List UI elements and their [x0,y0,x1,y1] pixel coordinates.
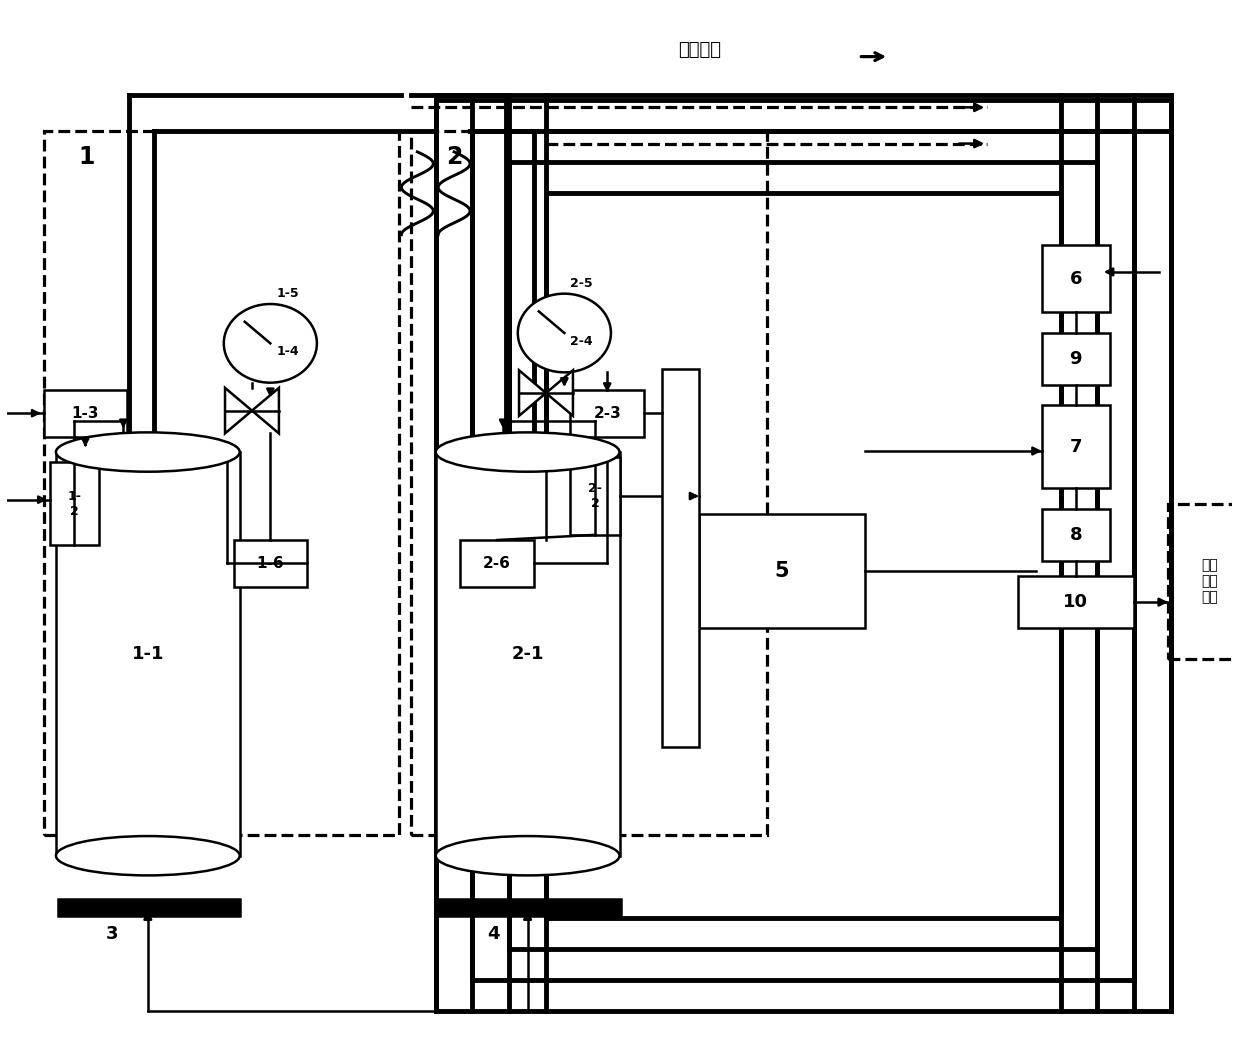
Text: 1-6: 1-6 [256,556,284,571]
Bar [699,514,865,628]
Polygon shape [519,370,546,415]
Bar [1042,509,1110,561]
Bar [440,899,621,916]
Text: 机床
冷却
系统: 机床 冷却 系统 [1202,558,1218,604]
Text: 8: 8 [1069,526,1082,543]
Bar [1017,576,1134,628]
Ellipse shape [56,432,239,472]
Bar [436,452,620,856]
Bar [56,452,239,856]
Bar [663,369,699,747]
Bar [411,131,767,835]
Text: 1-1: 1-1 [131,645,164,663]
Text: 2-1: 2-1 [512,645,544,663]
Bar [546,193,1061,918]
Bar [509,163,1098,949]
Bar [436,100,1171,1011]
Circle shape [224,304,317,383]
Text: 2-4: 2-4 [570,335,593,348]
Text: 3: 3 [107,925,119,943]
Bar [58,899,239,916]
Polygon shape [225,388,252,433]
Text: 7: 7 [1069,437,1082,456]
Text: 2-3: 2-3 [593,406,621,421]
Bar [43,131,399,835]
Ellipse shape [436,836,620,876]
Text: 5: 5 [774,561,789,581]
Text: 1-4: 1-4 [276,345,299,358]
Bar [472,131,1134,980]
Bar [570,457,620,535]
Polygon shape [546,370,572,415]
Bar [234,540,307,586]
Text: 1: 1 [78,145,94,169]
Text: 1-5: 1-5 [276,287,299,300]
Ellipse shape [436,432,620,472]
Bar [1042,245,1110,313]
Bar [1168,504,1239,659]
Bar [50,463,99,545]
Text: 1-
2: 1- 2 [67,490,82,518]
Text: 9: 9 [1069,350,1082,368]
Text: 2-5: 2-5 [570,277,593,290]
Bar [43,390,128,436]
Text: 2: 2 [446,145,462,169]
Bar [1042,406,1110,488]
Text: 6: 6 [1069,270,1082,287]
Text: 10: 10 [1063,593,1088,612]
Bar [460,540,534,586]
Bar [1042,333,1110,385]
Bar [570,390,644,436]
Text: 1-3: 1-3 [72,406,99,421]
Text: 2-6: 2-6 [483,556,510,571]
Text: 2-
2: 2- 2 [589,483,602,510]
Text: 4: 4 [487,925,499,943]
Ellipse shape [56,836,239,876]
Text: 液氮输出: 液氮输出 [678,41,721,60]
Polygon shape [252,388,279,433]
Circle shape [518,294,611,372]
